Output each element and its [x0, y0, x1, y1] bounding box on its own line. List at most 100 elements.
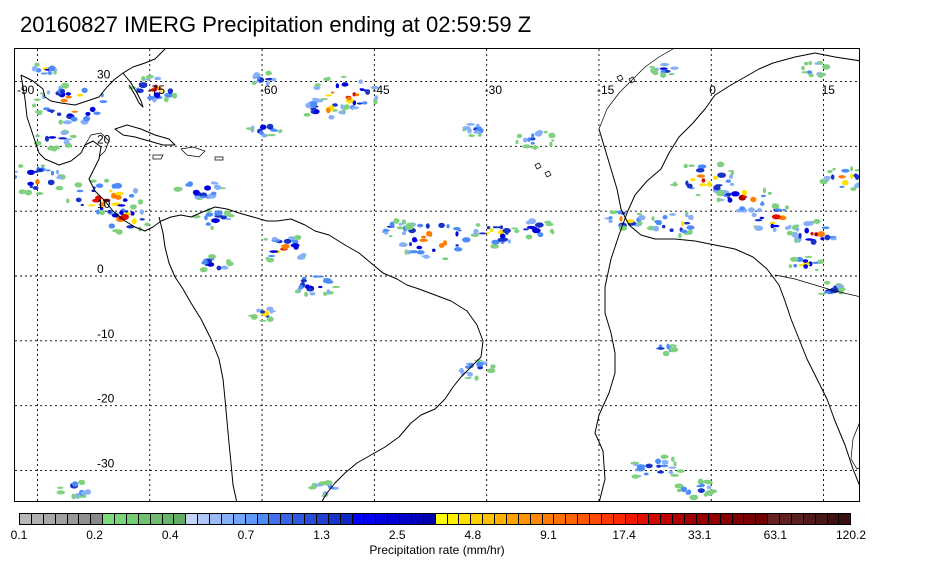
- precipitation-cell: [85, 111, 91, 116]
- precipitation-cell: [346, 96, 352, 101]
- precipitation-cell: [532, 227, 541, 234]
- precipitation-cell: [352, 100, 357, 106]
- precipitation-cell: [808, 261, 813, 267]
- coastline-africa: [594, 52, 859, 501]
- precipitation-cell: [522, 137, 528, 143]
- precipitation-cell: [210, 225, 214, 230]
- precipitation-cell: [56, 112, 62, 116]
- precipitation-cell: [657, 347, 665, 350]
- colorbar-swatch: [471, 514, 484, 524]
- precipitation-cell: [131, 218, 137, 225]
- precipitation-cell: [160, 90, 165, 93]
- precipitation-cell: [467, 372, 473, 377]
- coastline-yucatan: [84, 132, 110, 158]
- precipitation-cell: [660, 62, 669, 67]
- precipitation-cell: [362, 101, 368, 105]
- precipitation-cell: [120, 214, 129, 220]
- colorbar-swatch: [530, 514, 543, 524]
- precipitation-cell: [95, 183, 104, 188]
- precipitation-cell: [417, 223, 424, 228]
- precipitation-cell: [419, 238, 428, 242]
- precipitation-cell: [530, 141, 535, 145]
- precipitation-cell: [537, 232, 544, 238]
- latitude-label: -30: [97, 457, 115, 471]
- precipitation-cell: [388, 235, 393, 238]
- precipitation-cell: [697, 478, 704, 485]
- colorbar-swatch: [554, 514, 567, 524]
- colorbar-swatch: [566, 514, 579, 524]
- colorbar-swatch: [613, 514, 626, 524]
- precipitation-cell: [352, 92, 357, 97]
- precipitation-cell: [76, 93, 84, 97]
- precipitation-cell: [446, 224, 450, 229]
- colorbar-swatch: [233, 514, 246, 524]
- precipitation-cell: [314, 109, 320, 114]
- precipitation-cell: [656, 464, 662, 468]
- colorbar-swatch: [245, 514, 258, 524]
- precipitation-cell: [626, 219, 635, 224]
- precipitation-cell: [89, 106, 96, 112]
- precipitation-cell: [67, 113, 73, 117]
- precipitation-cell: [194, 195, 201, 200]
- precipitation-cell: [850, 187, 857, 191]
- precipitation-cell: [470, 233, 480, 238]
- precipitation-cell: [821, 226, 830, 230]
- colorbar-swatch: [637, 514, 650, 524]
- precipitation-cell: [728, 170, 735, 172]
- precipitation-cell: [314, 83, 321, 87]
- precipitation-cell: [50, 170, 55, 176]
- precipitation-cell: [48, 65, 56, 72]
- colorbar-swatch: [839, 514, 851, 524]
- colorbar-tick-label: 33.1: [688, 528, 712, 542]
- precipitation-cell: [83, 116, 91, 122]
- precipitation-cell: [108, 223, 116, 229]
- precipitation-cell: [338, 110, 346, 115]
- precipitation-cell: [99, 207, 104, 211]
- coastlines: [20, 49, 859, 501]
- precipitation-cell: [40, 164, 46, 168]
- precipitation-cell: [818, 72, 827, 77]
- colorbar-swatch: [803, 514, 816, 524]
- precipitation-cell: [43, 107, 50, 111]
- precipitation-cell: [716, 190, 725, 197]
- precipitation-cell: [31, 66, 38, 72]
- precipitation-cell: [477, 133, 482, 137]
- precipitation-cell: [489, 228, 494, 233]
- precipitation-cell: [668, 470, 674, 474]
- precipitation-cell: [850, 166, 854, 172]
- precipitation-cell: [661, 459, 669, 463]
- colorbar-swatch: [756, 514, 769, 524]
- longitude-label: -45: [372, 83, 390, 97]
- colorbar-swatch: [186, 514, 199, 524]
- precipitation-cell: [204, 215, 208, 221]
- precipitation-cell: [324, 94, 333, 97]
- precipitation-cell: [374, 95, 379, 101]
- precipitation-cell: [250, 314, 258, 320]
- precipitation-cell: [683, 163, 688, 169]
- precipitation-cell: [543, 130, 548, 134]
- precipitation-cell: [636, 212, 643, 216]
- precipitation-cell: [81, 87, 88, 93]
- coastline-jamaica: [152, 154, 164, 160]
- precipitation-cell: [104, 178, 110, 183]
- precipitation-cell: [767, 191, 772, 195]
- colorbar-swatch: [221, 514, 234, 524]
- precipitation-cell: [130, 204, 137, 210]
- precipitation-cell: [473, 229, 477, 235]
- precipitation-cell: [71, 110, 79, 113]
- precipitation-cell: [253, 73, 260, 78]
- precipitation-cell: [771, 203, 779, 210]
- coastline-cape-verde: [534, 162, 552, 178]
- precipitation-cell: [146, 74, 154, 79]
- colorbar-swatch: [673, 514, 685, 524]
- precipitation-cell: [115, 195, 122, 200]
- precipitation-cell: [153, 84, 158, 89]
- colorbar-swatch: [257, 514, 270, 524]
- latitude-label: -20: [97, 392, 115, 406]
- colorbar-swatch: [340, 514, 353, 524]
- precipitation-cell: [35, 134, 40, 138]
- precipitation-cell: [713, 175, 718, 180]
- coastline-madagascar: [850, 423, 859, 470]
- precipitation-cell: [413, 239, 418, 242]
- colorbar: [19, 513, 851, 525]
